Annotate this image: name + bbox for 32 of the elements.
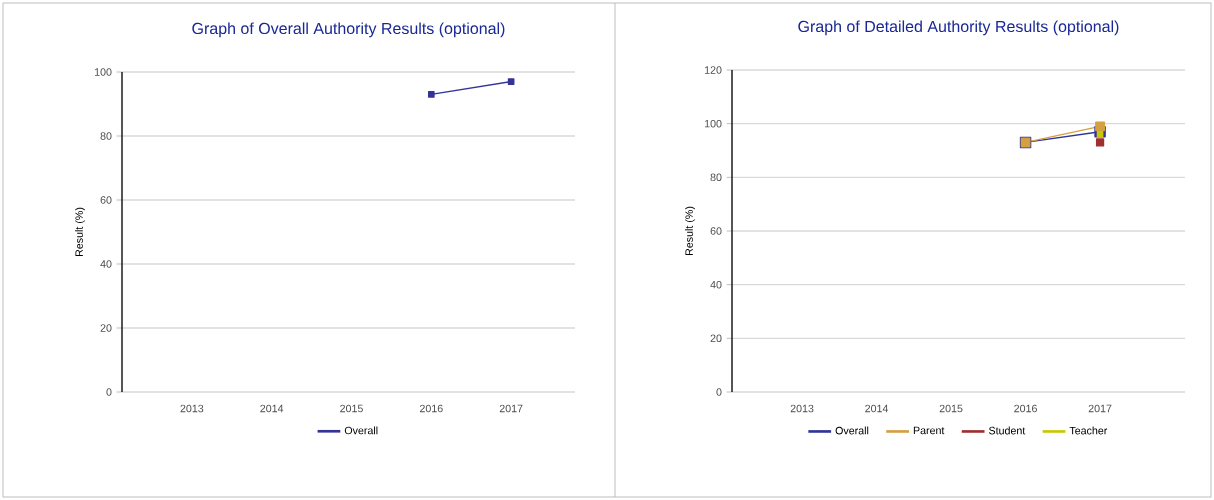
y-tick-label: 0 xyxy=(716,388,722,396)
x-tick-label: 2013 xyxy=(180,404,204,413)
y-tick-label: 40 xyxy=(100,260,112,268)
x-tick-label: 2017 xyxy=(499,404,523,413)
y-axis-title: Result (%) xyxy=(685,206,696,256)
legend-label: Student xyxy=(988,426,1026,435)
y-tick-label: 60 xyxy=(710,227,722,235)
x-tick-label: 2014 xyxy=(865,404,889,413)
x-tick-label: 2016 xyxy=(1014,404,1037,413)
legend-label: Parent xyxy=(913,426,945,435)
y-tick-label: 40 xyxy=(710,280,722,289)
x-tick-label: 2017 xyxy=(1088,404,1112,413)
x-tick-label: 2015 xyxy=(939,404,963,413)
chart-title: Graph of Detailed Authority Results (optional) xyxy=(798,20,1119,36)
y-tick-label: 60 xyxy=(100,196,112,204)
y-tick-label: 100 xyxy=(704,119,722,128)
y-axis-title: Result (%) xyxy=(75,207,86,257)
x-tick-label: 2015 xyxy=(340,404,363,413)
y-tick-label: 0 xyxy=(106,388,112,396)
y-tick-label: 120 xyxy=(704,66,722,74)
legend-label: Teacher xyxy=(1069,426,1108,435)
y-tick-label: 80 xyxy=(100,132,112,140)
y-tick-label: 20 xyxy=(710,334,722,343)
x-tick-label: 2014 xyxy=(260,404,284,413)
y-tick-label: 100 xyxy=(94,68,112,76)
chart-title: Graph of Overall Authority Results (optional) xyxy=(192,22,505,38)
x-tick-label: 2016 xyxy=(420,404,443,413)
y-tick-label: 80 xyxy=(710,173,722,182)
x-tick-label: 2013 xyxy=(790,404,814,413)
legend-label: Overall xyxy=(835,426,869,435)
y-tick-label: 20 xyxy=(100,324,112,332)
legend-label: Overall xyxy=(344,426,378,435)
